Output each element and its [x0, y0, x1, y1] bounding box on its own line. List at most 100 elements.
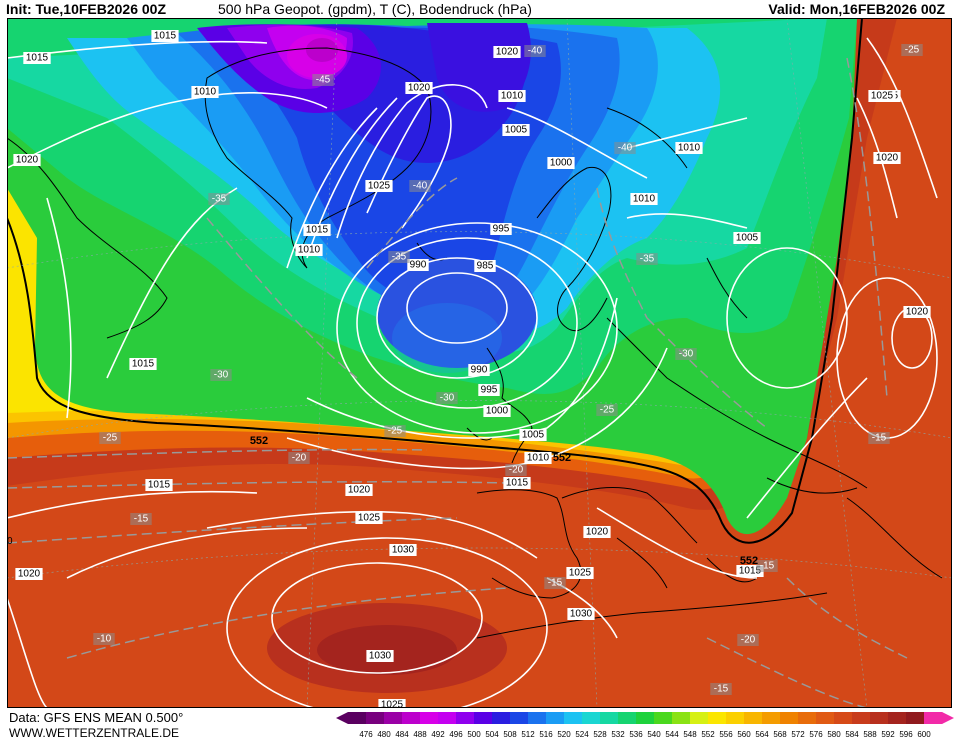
- svg-text:-15: -15: [760, 561, 775, 572]
- legend-swatch: [690, 712, 709, 724]
- temperature-label: -30: [436, 392, 458, 404]
- legend-arrow-low: [336, 712, 348, 724]
- svg-text:-30: -30: [214, 370, 229, 381]
- svg-text:1010: 1010: [527, 453, 550, 464]
- temperature-label: -40: [524, 45, 546, 57]
- svg-text:-15: -15: [134, 514, 149, 525]
- legend-swatch: [438, 712, 457, 724]
- legend-swatch: [780, 712, 799, 724]
- legend-swatch: [816, 712, 835, 724]
- isobar-label: 1020: [873, 152, 901, 164]
- svg-text:-35: -35: [212, 194, 227, 205]
- legend-swatch: [852, 712, 871, 724]
- svg-text:1020: 1020: [18, 569, 41, 580]
- legend-swatch: [618, 712, 637, 724]
- isobar-label: 1010: [191, 86, 219, 98]
- isobar-label: 1020: [13, 154, 41, 166]
- svg-text:-25: -25: [600, 405, 615, 416]
- legend-swatch: [456, 712, 475, 724]
- svg-text:-15: -15: [872, 433, 887, 444]
- isobar-label: 990: [468, 364, 490, 376]
- isobar-label: 1015: [503, 477, 531, 489]
- isobar-label: 1015: [303, 224, 331, 236]
- isobar-labels: 1015 1015 1010 1020 1020 1010 1005 1000 1025 1015…: [13, 30, 931, 708]
- temperature-label: -35: [208, 193, 230, 205]
- map-title: 500 hPa Geopot. (gpdm), T (C), Bodendruc…: [218, 1, 532, 17]
- temperature-label: -25: [901, 44, 923, 56]
- svg-text:1030: 1030: [570, 609, 593, 620]
- legend-value: 584: [845, 730, 859, 739]
- svg-text:-40: -40: [413, 181, 428, 192]
- legend-value: 532: [611, 730, 625, 739]
- legend-swatch: [726, 712, 745, 724]
- legend-swatch: [834, 712, 853, 724]
- svg-text:552: 552: [553, 452, 571, 464]
- svg-text:990: 990: [471, 365, 488, 376]
- temperature-label: -35: [388, 251, 410, 263]
- isobar-label: 1025: [868, 90, 896, 102]
- svg-text:-25: -25: [103, 433, 118, 444]
- isobar-label: 1025: [566, 567, 594, 579]
- legend-value: 492: [431, 730, 445, 739]
- legend-value: 560: [737, 730, 751, 739]
- legend-swatch: [582, 712, 601, 724]
- isobar-lines: [7, 37, 938, 708]
- isobar-label: 1010: [295, 244, 323, 256]
- isobar-label: 995: [490, 223, 512, 235]
- isobar-label: 1000: [483, 405, 511, 417]
- legend-value: 508: [503, 730, 517, 739]
- temperature-label: -25: [99, 432, 121, 444]
- legend-value: 488: [413, 730, 427, 739]
- svg-text:1025: 1025: [358, 513, 381, 524]
- isobar-label: 1030: [389, 544, 417, 556]
- isobar-label: 1010: [675, 142, 703, 154]
- isobar-label: 1015: [145, 479, 173, 491]
- isobar-label: 1030: [366, 650, 394, 662]
- svg-text:1015: 1015: [26, 53, 49, 64]
- legend-value: 528: [593, 730, 607, 739]
- edge-label: 0: [7, 536, 13, 547]
- legend-value: 568: [773, 730, 787, 739]
- svg-text:1025: 1025: [569, 568, 592, 579]
- svg-text:552: 552: [740, 555, 758, 567]
- isobar-label: 1020: [345, 484, 373, 496]
- legend-value: 512: [521, 730, 535, 739]
- svg-text:-15: -15: [548, 578, 563, 589]
- isobar-label: 1015: [23, 52, 51, 64]
- legend-swatch: [708, 712, 727, 724]
- svg-text:-35: -35: [392, 252, 407, 263]
- legend-value: 536: [629, 730, 643, 739]
- isobar-label: 1020: [583, 526, 611, 538]
- temperature-label: -25: [384, 425, 406, 437]
- svg-text:1015: 1015: [148, 480, 171, 491]
- legend-swatch: [672, 712, 691, 724]
- isobar-label: 1015: [151, 30, 179, 42]
- isobar-label: 1030: [567, 608, 595, 620]
- svg-text:985: 985: [477, 261, 494, 272]
- temperature-label: -30: [675, 348, 697, 360]
- svg-text:1015: 1015: [132, 359, 155, 370]
- legend-value: 576: [809, 730, 823, 739]
- svg-text:1020: 1020: [16, 155, 39, 166]
- temperature-label: -40: [614, 142, 636, 154]
- color-legend: 476 480 484 488 492 496 500 504 508 512 516 520 524 5…: [336, 712, 954, 739]
- svg-text:995: 995: [481, 385, 498, 396]
- legend-arrow-high: [942, 712, 954, 724]
- geopotential-label: 552: [250, 435, 268, 447]
- temperature-label: -25: [596, 404, 618, 416]
- svg-text:-10: -10: [97, 634, 112, 645]
- svg-text:1015: 1015: [506, 478, 529, 489]
- legend-value: 552: [701, 730, 715, 739]
- legend-value: 484: [395, 730, 409, 739]
- svg-text:1020: 1020: [496, 47, 519, 58]
- legend-swatch: [546, 712, 565, 724]
- svg-text:1000: 1000: [550, 158, 573, 169]
- svg-text:-20: -20: [509, 465, 524, 476]
- isobar-label: 1005: [519, 429, 547, 441]
- legend-swatch: [420, 712, 439, 724]
- isobar-label: 1010: [524, 452, 552, 464]
- svg-text:1030: 1030: [392, 545, 415, 556]
- valid-time: Valid: Mon,16FEB2026 00Z: [768, 1, 945, 17]
- isobar-label: 1025: [378, 699, 406, 708]
- svg-text:1020: 1020: [586, 527, 609, 538]
